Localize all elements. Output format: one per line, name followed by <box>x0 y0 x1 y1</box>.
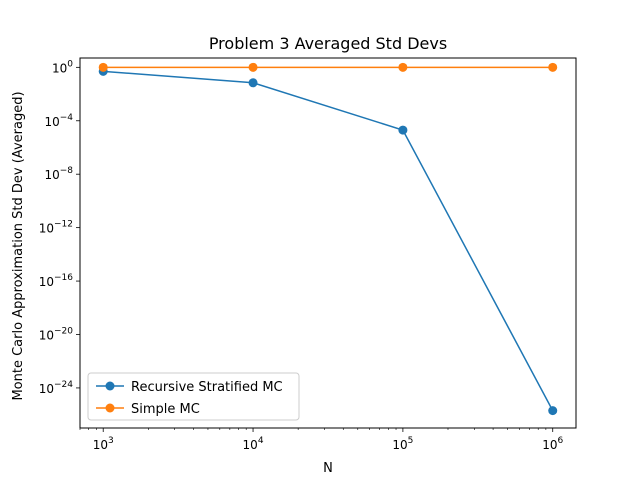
x-tick-label-exponent: 5 <box>408 436 414 446</box>
y-tick-label-exponent: −16 <box>54 273 73 283</box>
y-tick-label-exponent: −20 <box>54 326 73 336</box>
y-tick-label-base: 10 <box>39 222 54 236</box>
x-tick-label: 104 <box>243 436 264 452</box>
y-tick-label: 10−16 <box>39 273 74 289</box>
series-0-point <box>398 125 408 135</box>
x-tick-label-base: 10 <box>93 438 108 452</box>
y-tick-label-exponent: −12 <box>54 220 73 230</box>
legend-label: Simple MC <box>131 402 200 417</box>
series-1-point <box>248 62 258 72</box>
y-tick-label: 10−8 <box>44 166 73 182</box>
legend-label: Recursive Stratified MC <box>131 380 283 395</box>
y-tick-label-exponent: 0 <box>67 59 73 69</box>
x-tick-label-exponent: 3 <box>108 436 114 446</box>
legend-swatch-marker <box>105 403 115 413</box>
x-axis-label: N <box>323 461 333 476</box>
axes-frame <box>79 57 577 429</box>
y-tick-label-base: 10 <box>39 275 54 289</box>
series-1-point <box>98 62 108 72</box>
y-tick-label: 10−24 <box>39 380 74 396</box>
plot-area: 103 104 105 10610010−410−810−1210−1610−2010… <box>39 59 564 452</box>
series-0-point <box>548 406 558 416</box>
y-tick-label: 100 <box>52 59 73 75</box>
y-tick-label-exponent: −24 <box>54 380 73 390</box>
chart-title: Problem 3 Averaged Std Devs <box>209 34 447 53</box>
y-tick-label: 10−4 <box>44 113 73 129</box>
x-tick-label-exponent: 4 <box>258 436 264 446</box>
y-tick-label-exponent: −4 <box>60 113 74 123</box>
y-tick-label-base: 10 <box>39 328 54 342</box>
y-axis-label: Monte Carlo Approximation Std Dev (Avera… <box>11 91 26 400</box>
x-tick-label-base: 10 <box>392 438 407 452</box>
x-tick-label: 103 <box>93 436 114 452</box>
x-tick-label: 106 <box>542 436 563 452</box>
y-tick-label-exponent: −8 <box>60 166 74 176</box>
x-tick-label: 105 <box>392 436 413 452</box>
series-1-point <box>398 62 408 72</box>
x-tick-label-base: 10 <box>542 438 557 452</box>
y-tick-label-base: 10 <box>44 115 59 129</box>
y-tick-label-base: 10 <box>52 61 67 75</box>
y-tick-label: 10−12 <box>39 220 73 236</box>
series-line-0 <box>103 70 554 411</box>
y-tick-label-base: 10 <box>39 382 54 396</box>
legend-box <box>87 372 300 421</box>
legend-swatch-marker <box>105 381 115 391</box>
x-tick-label-exponent: 6 <box>557 436 563 446</box>
y-tick-label: 10−20 <box>39 326 74 342</box>
series-1-point <box>548 62 558 72</box>
y-tick-label-base: 10 <box>44 168 59 182</box>
legend: Recursive Stratified MC Simple MC <box>87 372 300 421</box>
x-tick-label-base: 10 <box>243 438 258 452</box>
series-0-point <box>248 78 258 88</box>
